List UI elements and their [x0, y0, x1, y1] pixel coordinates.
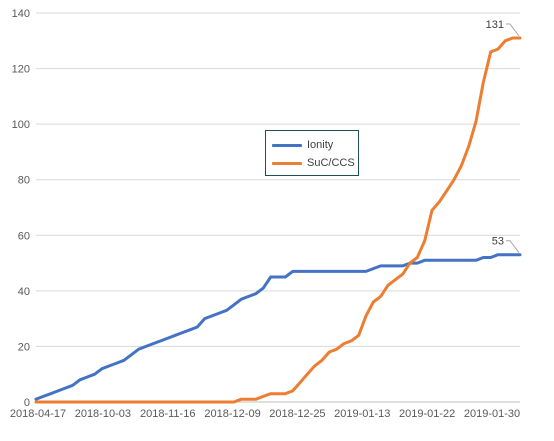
- legend: Ionity SuC/CCS: [265, 130, 359, 176]
- leader-line-ionity: [506, 240, 520, 254]
- y-tick-label: 100: [12, 119, 30, 131]
- y-tick-label: 20: [18, 341, 30, 353]
- axes: 0 20 40 60 80 100 120 140 2018-04-17 2018-10-03 20…: [10, 8, 520, 420]
- legend-swatch-suc-ccs: [272, 161, 302, 165]
- x-tick-label: 2019-01-22: [399, 408, 455, 420]
- data-labels: 53 131: [486, 19, 520, 254]
- y-tick-label: 60: [18, 230, 30, 242]
- x-tick-label: 2019-01-30: [464, 408, 520, 420]
- x-tick-label: 2018-04-17: [10, 408, 66, 420]
- legend-item-ionity: Ionity: [272, 139, 333, 151]
- y-tick-label: 80: [18, 175, 30, 187]
- y-tick-label: 40: [18, 286, 30, 298]
- x-tick-label: 2018-10-03: [75, 408, 131, 420]
- legend-item-suc-ccs: SuC/CCS: [272, 157, 355, 169]
- y-tick-label: 140: [12, 8, 30, 20]
- data-label-ionity: 53: [492, 236, 504, 248]
- x-tick-label: 2018-11-16: [140, 408, 195, 420]
- y-tick-label: 120: [12, 64, 30, 76]
- series-line-ionity: [34, 253, 522, 401]
- legend-label-ionity: Ionity: [307, 139, 334, 151]
- series: [34, 36, 522, 404]
- legend-label-suc-ccs: SuC/CCS: [307, 157, 355, 169]
- series-line-suc-ccs: [34, 36, 522, 404]
- x-tick-label: 2019-01-13: [334, 408, 390, 420]
- x-tick-label: 2018-12-25: [269, 408, 325, 420]
- legend-swatch-ionity: [272, 143, 302, 147]
- x-tick-label: 2018-12-09: [204, 408, 260, 420]
- y-tick-label: 0: [24, 397, 30, 409]
- leader-line-suc-ccs: [506, 23, 520, 37]
- gridlines: [36, 12, 520, 347]
- data-label-suc-ccs: 131: [486, 19, 504, 31]
